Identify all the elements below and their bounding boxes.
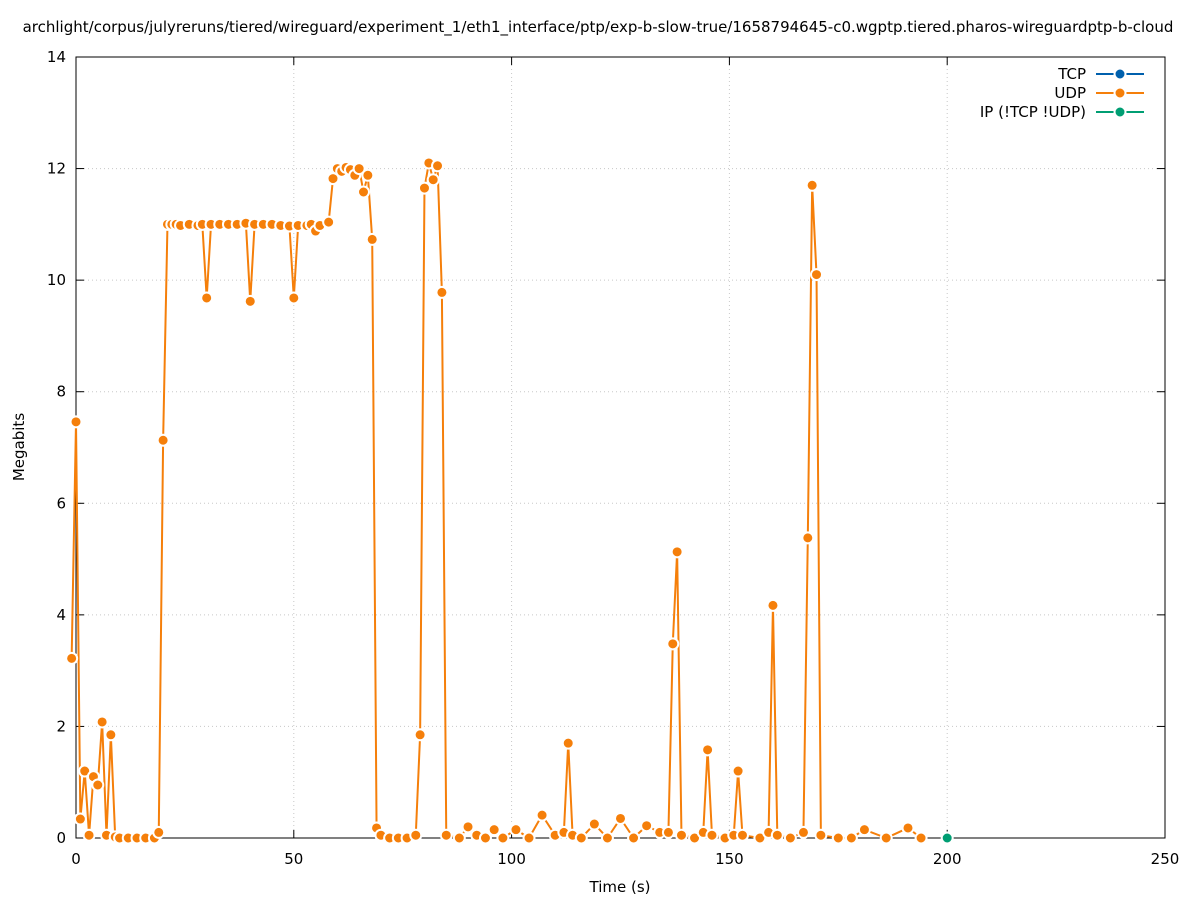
data-point (783, 831, 797, 845)
data-point (487, 823, 501, 837)
data-point (801, 531, 815, 545)
data-point (731, 764, 745, 778)
legend-swatch-marker (1113, 105, 1127, 119)
data-point (879, 831, 893, 845)
data-point (587, 817, 601, 831)
data-point (461, 820, 475, 834)
y-tick-label: 4 (56, 606, 66, 624)
y-tick-label: 2 (56, 717, 66, 735)
data-point (435, 285, 449, 299)
data-point (352, 162, 366, 176)
plot-frame (75, 56, 1166, 839)
chart-title: archlight/corpus/julyreruns/tiered/wireg… (23, 18, 1174, 37)
data-point (322, 215, 336, 229)
legend-label: UDP (1054, 84, 1086, 102)
x-tick-label: 50 (284, 850, 303, 868)
data-point (674, 828, 688, 842)
data-point (287, 291, 301, 305)
data-point (857, 823, 871, 837)
data-point (670, 545, 684, 559)
legend-label: TCP (1057, 65, 1086, 83)
data-point (152, 825, 166, 839)
data-point (831, 831, 845, 845)
data-point (413, 728, 427, 742)
x-tick-label: 100 (497, 850, 526, 868)
series-layer (65, 156, 954, 845)
data-point (614, 811, 627, 825)
data-point (496, 831, 510, 845)
data-point (701, 743, 715, 757)
data-point (810, 268, 824, 282)
data-point (522, 831, 536, 845)
data-point (452, 831, 466, 845)
data-point (95, 715, 109, 729)
series-line (70, 161, 922, 839)
series-udp (65, 156, 928, 845)
data-point (356, 185, 370, 199)
data-point (805, 178, 819, 192)
series-ip-tcp-udp (940, 831, 954, 845)
data-point (361, 168, 375, 182)
data-point (104, 728, 118, 742)
legend-item: IP (!TCP !UDP) (980, 103, 1144, 121)
data-point (666, 637, 680, 651)
data-point (640, 819, 654, 833)
legend-label: IP (!TCP !UDP) (980, 103, 1086, 121)
x-tick-label: 0 (71, 850, 81, 868)
data-point (73, 812, 87, 826)
data-point (796, 825, 810, 839)
data-point (69, 415, 83, 429)
legend-item: UDP (1054, 84, 1144, 102)
x-tick-label: 250 (1151, 850, 1180, 868)
data-point (844, 831, 858, 845)
data-point (478, 831, 492, 845)
x-axis-title: Time (s) (589, 878, 651, 896)
data-point (574, 831, 588, 845)
data-point (431, 159, 445, 173)
y-tick-label: 6 (56, 494, 66, 512)
x-tick-label: 150 (715, 850, 744, 868)
data-point (770, 828, 784, 842)
data-point (365, 232, 379, 246)
data-point (156, 433, 170, 447)
axis-ticks: 0 50 100 150 200 250 0 2 4 6 8 10 12 14 (47, 48, 1179, 868)
y-tick-label: 10 (47, 271, 66, 289)
data-point (901, 821, 915, 835)
data-point (417, 181, 431, 195)
data-point (65, 651, 79, 665)
data-point (940, 831, 954, 845)
legend-swatch-marker (1113, 86, 1127, 100)
data-point (535, 808, 549, 822)
data-point (91, 778, 105, 792)
data-point (426, 173, 440, 187)
y-tick-label: 12 (47, 160, 66, 178)
grid (76, 57, 1165, 838)
data-point (82, 828, 96, 842)
y-tick-label: 0 (56, 829, 66, 847)
y-axis-title: Megabits (10, 413, 28, 481)
data-point (243, 294, 257, 308)
data-point (561, 736, 575, 750)
data-point (661, 825, 675, 839)
legend-swatch-marker (1113, 67, 1127, 81)
y-tick-label: 14 (47, 48, 66, 66)
x-tick-label: 200 (933, 850, 962, 868)
data-point (735, 828, 749, 842)
data-point (766, 598, 780, 612)
data-point (439, 828, 453, 842)
data-point (705, 828, 719, 842)
data-point (509, 823, 523, 837)
data-point (200, 291, 214, 305)
legend-item: TCP (1057, 65, 1144, 83)
data-point (409, 828, 423, 842)
y-tick-label: 8 (56, 383, 66, 401)
data-point (627, 831, 641, 845)
data-point (814, 828, 828, 842)
data-point (914, 831, 928, 845)
data-point (600, 831, 614, 845)
